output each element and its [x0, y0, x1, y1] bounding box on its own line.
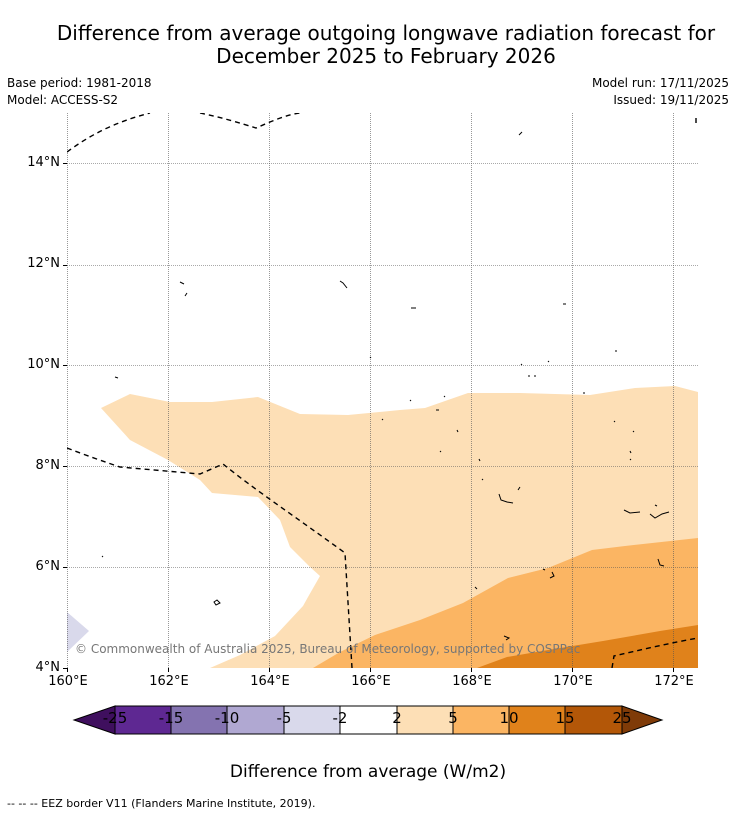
- lat-label-14n: 14°N: [27, 155, 60, 170]
- colorbar-seg-m5-m2: [283, 705, 341, 735]
- colorbar-seg-m10-m5: [226, 705, 285, 735]
- eez-borders: [67, 113, 698, 668]
- colorbar-tick-m2: -2: [332, 709, 348, 727]
- colorbar-tick-2: 2: [392, 709, 402, 727]
- title-line-2: December 2025 to February 2026: [216, 44, 556, 68]
- lon-label-168e: 168°E: [452, 674, 492, 689]
- lon-label-160e: 160°E: [48, 674, 88, 689]
- colorbar-tick-10: 10: [499, 709, 519, 727]
- map-title: Difference from average outgoing longwav…: [0, 22, 736, 68]
- anomaly-band-minus5-minus2: [67, 612, 89, 652]
- colorbar-extend-high: [621, 705, 664, 735]
- model-run: Model run: 17/11/2025: [591, 76, 729, 90]
- lat-label-4n: 4°N: [35, 660, 61, 675]
- base-period: Base period: 1981-2018: [7, 76, 152, 90]
- islands: [101, 131, 670, 641]
- lon-label-170e: 170°E: [553, 674, 593, 689]
- axis-ticks: [63, 163, 674, 672]
- lon-label-164e: 164°E: [250, 674, 290, 689]
- lat-label-8n: 8°N: [35, 458, 61, 473]
- lon-label-162e: 162°E: [149, 674, 189, 689]
- eez-footnote: -- -- -- EEZ border V11 (Flanders Marine…: [7, 797, 316, 810]
- lat-label-12n: 12°N: [27, 256, 60, 271]
- colorbar: [72, 705, 664, 735]
- colorbar-tick-15: 15: [555, 709, 575, 727]
- colorbar-tick-5: 5: [448, 709, 458, 727]
- meta-right: Model run: 17/11/2025 Issued: 19/11/2025: [592, 75, 729, 109]
- graticule: [67, 113, 698, 668]
- lon-label-166e: 166°E: [351, 674, 391, 689]
- model-name: Model: ACCESS-S2: [7, 93, 119, 107]
- colorbar-tick-m25: -25: [102, 709, 128, 727]
- title-line-1: Difference from average outgoing longwav…: [56, 21, 716, 45]
- anomaly-band-10-15: [477, 625, 698, 668]
- lon-label-172e: 172°E: [654, 674, 694, 689]
- colorbar-tick-m15: -15: [158, 709, 184, 727]
- lat-label-6n: 6°N: [35, 559, 61, 574]
- colorbar-tick-m5: -5: [276, 709, 292, 727]
- copyright-notice: © Commonwealth of Australia 2025, Bureau…: [75, 642, 581, 656]
- colorbar-label: Difference from average (W/m2): [229, 762, 507, 782]
- colorbar-tick-m10: -10: [214, 709, 240, 727]
- meta-left: Base period: 1981-2018 Model: ACCESS-S2: [7, 75, 152, 109]
- map-plot-area: [67, 113, 698, 668]
- lat-label-10n: 10°N: [27, 357, 60, 372]
- issued-date: Issued: 19/11/2025: [613, 93, 729, 107]
- anomaly-band-5-10: [313, 538, 698, 668]
- colorbar-seg-15-25: [564, 705, 623, 735]
- colorbar-tick-25: 25: [612, 709, 632, 727]
